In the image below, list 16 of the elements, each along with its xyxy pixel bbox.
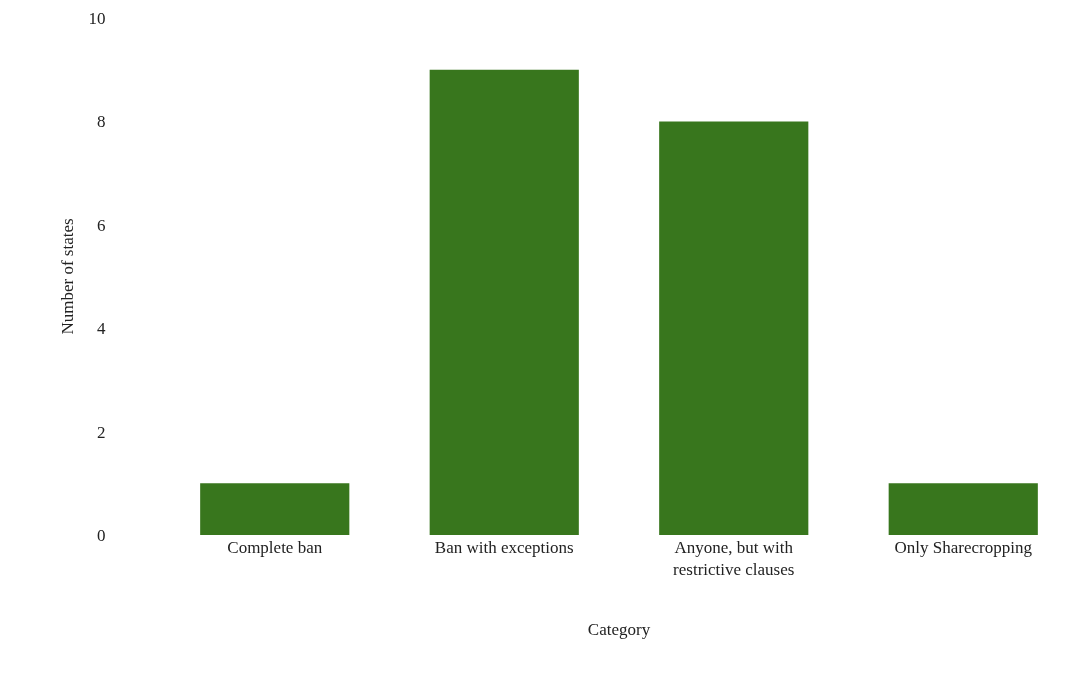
bar <box>200 483 350 535</box>
x-tick-label: Anyone, but with restrictive clauses <box>673 538 795 580</box>
y-axis-title: Number of states <box>58 218 78 335</box>
y-tick-label: 6 <box>97 215 106 235</box>
y-tick-label: 8 <box>97 112 106 132</box>
x-tick-label: Only Sharecropping <box>894 538 1033 557</box>
y-tick-label: 10 <box>88 8 106 28</box>
bar <box>429 69 579 535</box>
y-tick-label: 4 <box>97 319 107 339</box>
bar <box>659 121 809 535</box>
y-tick-label: 2 <box>97 422 106 442</box>
bar <box>888 483 1038 535</box>
x-tick-label: Complete ban <box>227 538 323 557</box>
y-tick-label: 0 <box>97 525 106 545</box>
x-tick-label: Ban with exceptions <box>434 538 574 557</box>
x-axis-title: Category <box>587 620 651 640</box>
